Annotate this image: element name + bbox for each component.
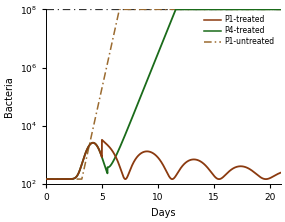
Y-axis label: Bacteria: Bacteria (4, 76, 14, 117)
X-axis label: Days: Days (151, 208, 176, 218)
Legend: P1-treated, P4-treated, P1-untreated: P1-treated, P4-treated, P1-untreated (202, 13, 277, 49)
